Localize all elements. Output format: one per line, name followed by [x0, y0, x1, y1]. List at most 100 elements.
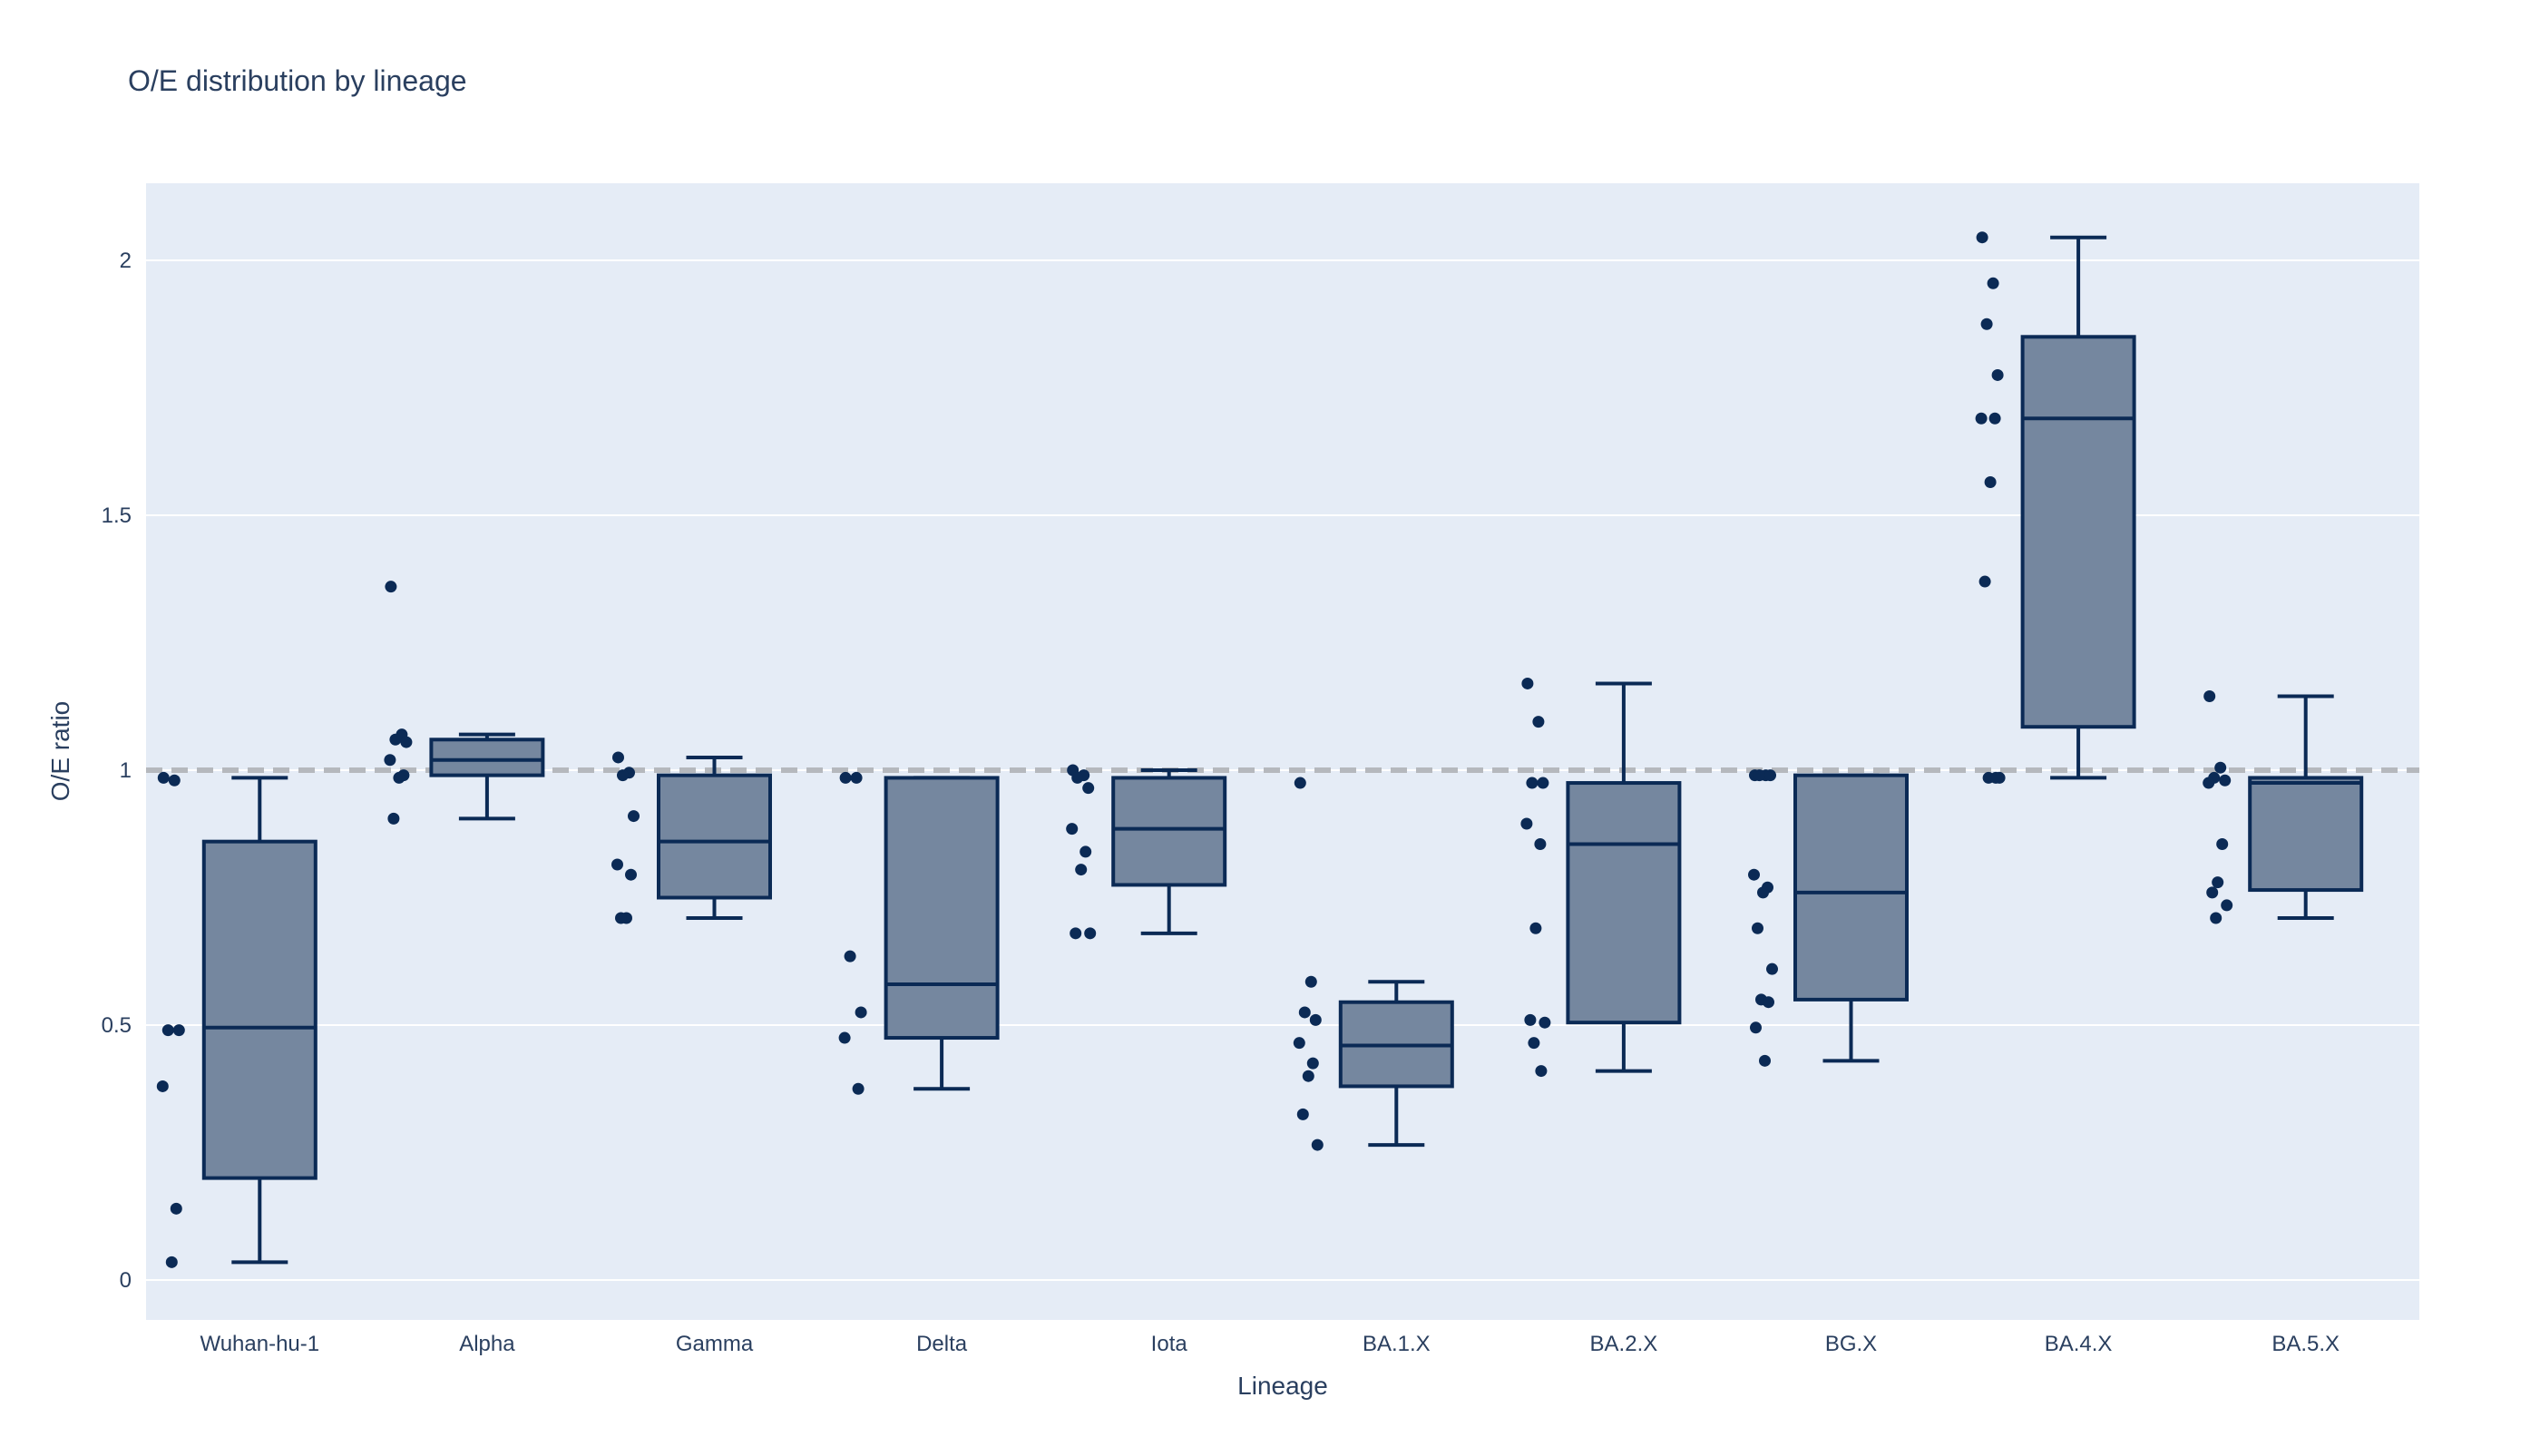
data-point: [1750, 1021, 1762, 1034]
data-point: [1066, 823, 1079, 835]
data-point: [1296, 1108, 1309, 1120]
box-body: [2248, 776, 2364, 893]
y-tick-label: 0.5: [102, 1013, 132, 1038]
data-point: [1987, 277, 1999, 289]
box-group: [156, 771, 318, 1268]
data-point: [1984, 475, 1997, 488]
data-point: [1528, 1037, 1540, 1050]
data-point: [1520, 817, 1533, 830]
data-point: [612, 751, 624, 764]
box-series: [156, 231, 2364, 1268]
data-point: [1989, 771, 2002, 784]
data-point: [1082, 782, 1095, 795]
box-group: [1748, 769, 1909, 1067]
data-point: [2221, 899, 2233, 912]
data-point: [1304, 975, 1317, 988]
data-point: [617, 769, 629, 782]
data-point: [157, 771, 170, 784]
data-point: [1070, 927, 1082, 940]
data-point: [1071, 771, 1084, 784]
data-point: [385, 581, 397, 593]
data-point: [1084, 927, 1097, 940]
data-point: [2214, 761, 2227, 774]
data-point: [1075, 864, 1088, 876]
x-tick-label: BA.5.X: [2271, 1332, 2340, 1356]
y-tick-label: 0: [120, 1268, 132, 1293]
data-point: [387, 812, 400, 825]
x-tick-label: Gamma: [676, 1332, 754, 1356]
x-tick-label: Wuhan-hu-1: [200, 1332, 319, 1356]
box-group: [1066, 764, 1227, 940]
data-point: [1298, 1006, 1311, 1019]
data-point: [1748, 868, 1760, 881]
data-point: [1526, 777, 1539, 789]
data-point: [400, 736, 413, 748]
box-body: [1793, 773, 1909, 1002]
data-point: [161, 1024, 174, 1037]
data-point: [850, 771, 863, 784]
data-point: [1302, 1070, 1314, 1082]
x-tick-label: Delta: [916, 1332, 968, 1356]
chart-title: O/E distribution by lineage: [128, 64, 467, 97]
box-body: [1566, 781, 1682, 1025]
data-point: [2219, 774, 2232, 787]
data-point: [1759, 1054, 1771, 1067]
data-point: [1535, 1065, 1548, 1078]
data-point: [165, 1256, 178, 1268]
data-point: [1529, 922, 1542, 934]
x-axis-title: Lineage: [1237, 1372, 1328, 1400]
data-point: [2203, 690, 2216, 703]
data-point: [1306, 1057, 1319, 1070]
data-point: [168, 774, 181, 787]
data-point: [838, 1031, 851, 1044]
data-point: [393, 771, 405, 784]
box-group: [1520, 677, 1682, 1078]
x-tick-label: Iota: [1151, 1332, 1188, 1356]
data-point: [1532, 716, 1545, 728]
data-point: [1975, 412, 1988, 425]
box-body: [201, 839, 318, 1180]
data-point: [1080, 845, 1092, 858]
box-group: [611, 751, 772, 924]
box-group: [838, 771, 1000, 1095]
data-point: [1524, 1013, 1537, 1026]
data-point: [156, 1080, 169, 1092]
data-point: [625, 868, 637, 881]
data-point: [1534, 837, 1547, 850]
box-group: [1975, 231, 2136, 784]
data-point: [2212, 876, 2224, 889]
x-tick-label: Alpha: [459, 1332, 515, 1356]
data-point: [2206, 886, 2219, 899]
box-group: [384, 581, 545, 825]
data-point: [389, 733, 402, 746]
box-body: [1111, 776, 1227, 887]
x-tick-label: BA.2.X: [1590, 1332, 1658, 1356]
box-body: [2020, 335, 2136, 729]
x-tick-label: BA.1.X: [1363, 1332, 1431, 1356]
y-axis-ticks: 0 0.5 1 1.5 2: [102, 249, 132, 1293]
data-point: [1978, 575, 1991, 588]
data-point: [1311, 1138, 1324, 1151]
data-point: [2216, 837, 2229, 850]
data-point: [1988, 412, 2001, 425]
data-point: [611, 858, 623, 871]
data-point: [852, 1082, 865, 1095]
y-axis-title: O/E ratio: [46, 701, 74, 801]
data-point: [172, 1024, 185, 1037]
data-point: [2203, 777, 2215, 789]
data-point: [1763, 996, 1774, 1009]
y-tick-label: 2: [120, 249, 132, 273]
data-point: [1980, 318, 1993, 330]
x-tick-label: BG.X: [1825, 1332, 1877, 1356]
data-point: [1976, 231, 1988, 244]
data-point: [1766, 963, 1778, 975]
data-point: [1293, 1037, 1305, 1050]
box-group: [1293, 777, 1454, 1151]
data-point: [855, 1006, 867, 1019]
data-point: [1757, 886, 1769, 899]
x-tick-label: BA.4.X: [2045, 1332, 2113, 1356]
data-point: [1537, 777, 1549, 789]
x-axis-ticks: Wuhan-hu-1 Alpha Gamma Delta Iota BA.1.X BA.2.…: [200, 1332, 2340, 1356]
data-point: [1294, 777, 1306, 789]
